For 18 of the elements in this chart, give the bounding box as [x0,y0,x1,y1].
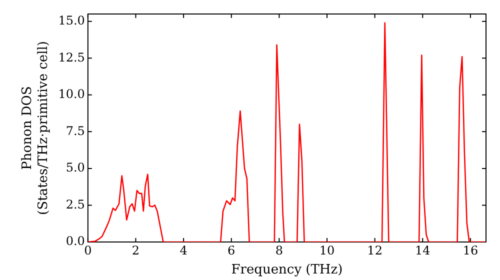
x-tick-label: 14 [415,243,431,258]
x-tick-label: 8 [275,243,284,258]
x-tick-label: 4 [180,243,188,258]
y-tick-label: 10.0 [58,87,85,102]
y-tick-label: 15.0 [58,13,85,28]
y-axis-title: Phonon DOS (States/THz·primitive cell) [20,40,51,216]
x-tick-label: 10 [319,243,335,258]
x-tick-label: 16 [462,243,478,258]
y-tick-label: 5.0 [66,160,85,175]
x-tick-label: 2 [132,243,140,258]
x-tick-label: 0 [84,243,92,258]
y-tick-label: 2.5 [66,197,85,212]
y-tick-label: 7.5 [66,124,85,138]
x-axis-title: Frequency (THz) [231,262,343,278]
y-tick-label: 0.0 [66,234,85,248]
x-tick-label: 6 [228,243,236,258]
x-tick-label: 12 [367,243,382,258]
y-tick-label: 12.5 [58,50,85,64]
